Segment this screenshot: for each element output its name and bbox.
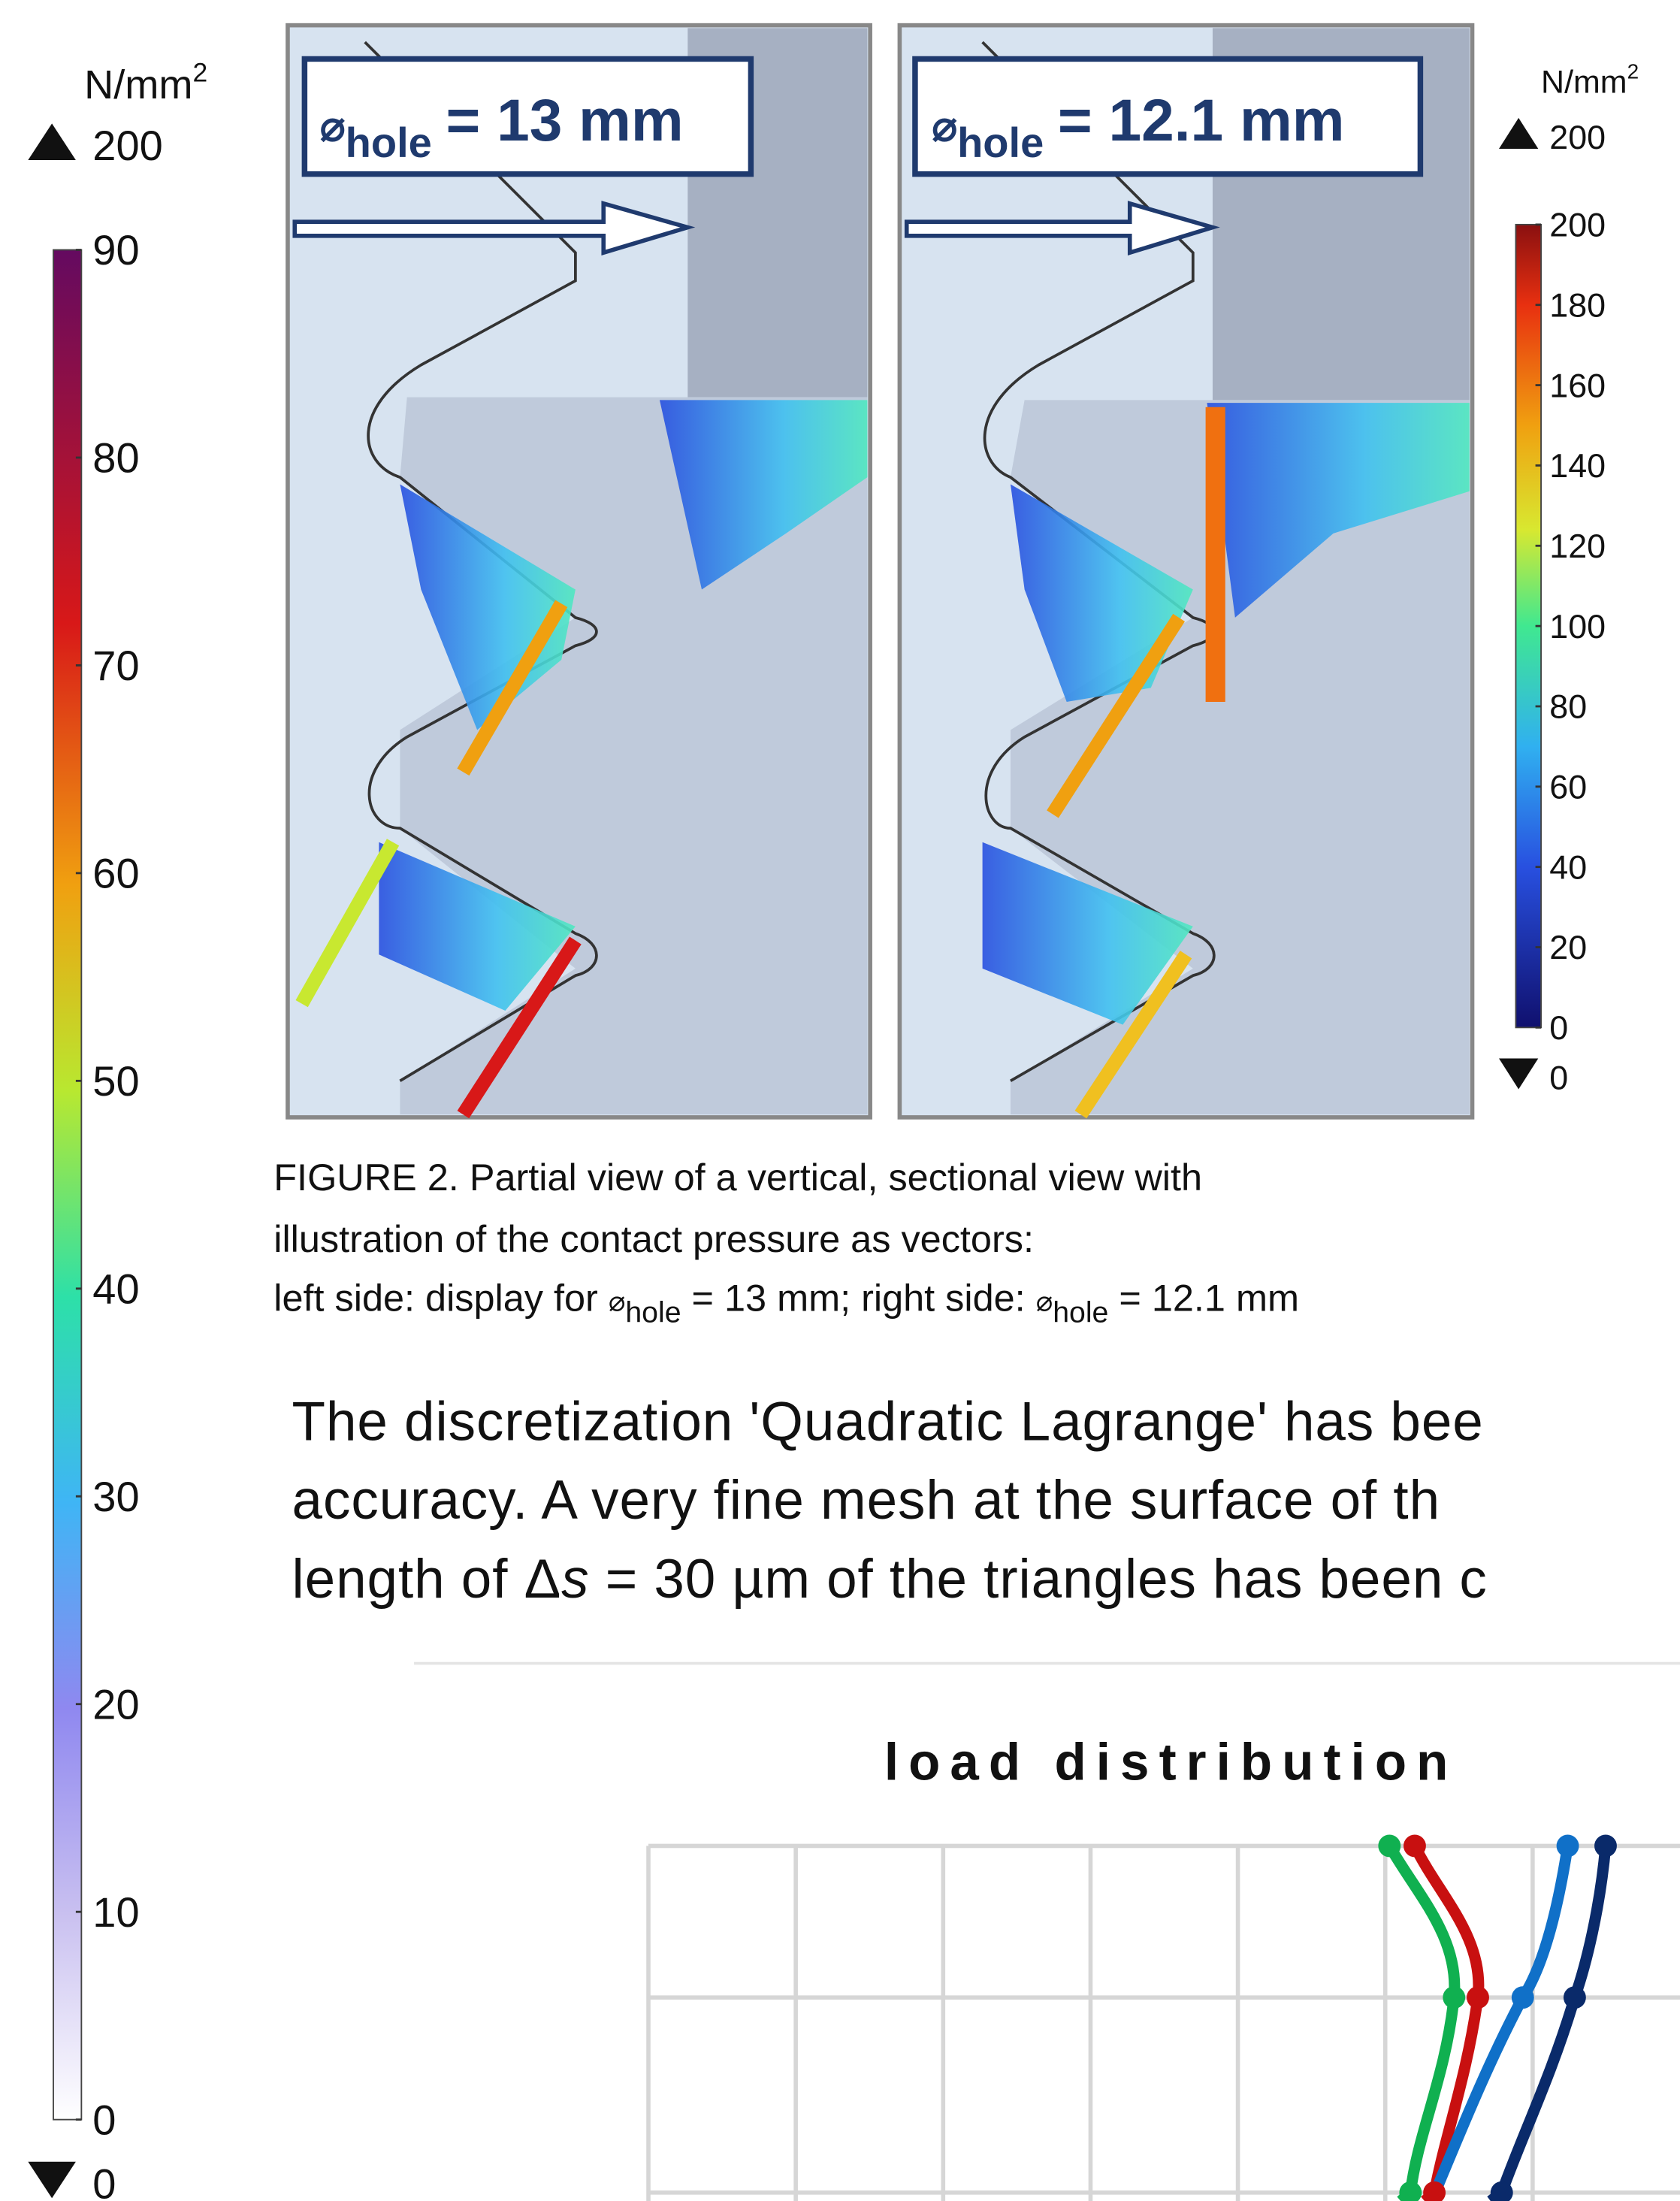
- max-label: 200: [1549, 118, 1606, 156]
- tick-label: 100: [1549, 607, 1606, 645]
- tick-label: 10: [92, 1888, 139, 1936]
- grid: [648, 1846, 1680, 2201]
- tick-label: 140: [1549, 446, 1606, 485]
- panel: ⌀hole = 13 mm: [288, 26, 870, 1117]
- symbol: ⌀: [320, 102, 346, 150]
- page: {"left_colorbar": {"unit": "N/mm", "unit…: [0, 0, 1680, 2201]
- figure: N/mm2 200 0 ⌀hole= 13 mm ⌀hole= 12.1 mm: [0, 0, 1680, 2201]
- tick-label: 160: [1549, 366, 1606, 404]
- paragraph-text: length of Δ: [292, 1549, 562, 1610]
- tick-label: 20: [92, 1680, 139, 1728]
- colorbar: [53, 250, 81, 2120]
- max-marker: [28, 123, 76, 160]
- tick-label: 0: [1549, 1008, 1568, 1047]
- tick-label: 60: [92, 850, 139, 897]
- tick-label: 50: [92, 1057, 139, 1105]
- paragraph-line: length of Δs = 30 µm of the triangles ha…: [292, 1549, 1488, 1610]
- point: [1512, 1986, 1534, 2009]
- tick-label: 40: [92, 1265, 139, 1312]
- paragraph-text: s: [561, 1549, 589, 1610]
- value-text: = 12.1 mm: [1058, 87, 1345, 153]
- min-marker: [28, 2162, 76, 2199]
- min-marker: [1499, 1058, 1538, 1089]
- point: [1378, 1834, 1401, 1857]
- caption-text: = 12.1 mm: [1108, 1277, 1299, 1320]
- caption-line: illustration of the contact pressure as …: [273, 1217, 1034, 1260]
- unit-exponent: 2: [1627, 60, 1639, 83]
- tick-label: 180: [1549, 286, 1606, 324]
- tick-label: 90: [92, 226, 139, 274]
- unit: N/mm2: [84, 57, 207, 107]
- subscript: hole: [1053, 1296, 1108, 1329]
- point: [1404, 1834, 1426, 1857]
- point: [1557, 1834, 1579, 1857]
- subscript: hole: [957, 119, 1044, 166]
- tick-label: 80: [92, 434, 139, 482]
- point: [1594, 1834, 1617, 1857]
- tick-label: 40: [1549, 848, 1587, 886]
- point: [1443, 1986, 1465, 2009]
- caption-text: left side: display for: [273, 1277, 609, 1320]
- caption-text: = 13 mm; right side:: [681, 1277, 1036, 1320]
- caption-line: left side: display for ⌀hole = 13 mm; ri…: [273, 1277, 1299, 1329]
- max-marker: [1499, 118, 1538, 149]
- tick-label: 20: [1549, 928, 1587, 966]
- max-label: 200: [92, 122, 162, 169]
- value-text: = 13 mm: [446, 87, 683, 153]
- paragraph-line: accuracy. A very fine mesh at the surfac…: [292, 1470, 1440, 1531]
- tick-label: 200: [1549, 206, 1606, 244]
- min-label: 0: [1549, 1059, 1568, 1097]
- tick-label: 120: [1549, 527, 1606, 565]
- point: [1399, 2181, 1422, 2201]
- subscript: hole: [346, 119, 432, 166]
- panel: ⌀hole = 12.1 mm: [899, 26, 1472, 1117]
- unit: N/mm2: [1541, 60, 1639, 101]
- tick-label: 0: [92, 2096, 116, 2143]
- tick-label: 80: [1549, 688, 1587, 726]
- unit-base: N/mm: [1541, 64, 1627, 100]
- tick-label: 30: [92, 1473, 139, 1520]
- symbol: ⌀: [1036, 1286, 1053, 1317]
- point: [1564, 1986, 1586, 2009]
- min-label: 0: [92, 2160, 116, 2201]
- paragraph-text: = 30 µm of the triangles has been c: [590, 1549, 1488, 1610]
- paragraph-line: The discretization 'Quadratic Lagrange' …: [292, 1392, 1484, 1453]
- symbol: ⌀: [609, 1286, 625, 1317]
- chart-title: load distribution: [884, 1733, 1458, 1791]
- subscript: hole: [625, 1296, 681, 1329]
- caption-line: FIGURE 2. Partial view of a vertical, se…: [273, 1156, 1202, 1199]
- tick-label: 60: [1549, 768, 1587, 806]
- symbol: ⌀: [932, 102, 957, 150]
- point: [1467, 1986, 1489, 2009]
- unit-exponent: 2: [192, 57, 207, 87]
- body: N/mm2 200 0 ⌀hole= 13 mm ⌀hole= 12.1 mm: [0, 0, 1680, 2201]
- tick-label: 70: [92, 642, 139, 689]
- unit-base: N/mm: [84, 62, 192, 107]
